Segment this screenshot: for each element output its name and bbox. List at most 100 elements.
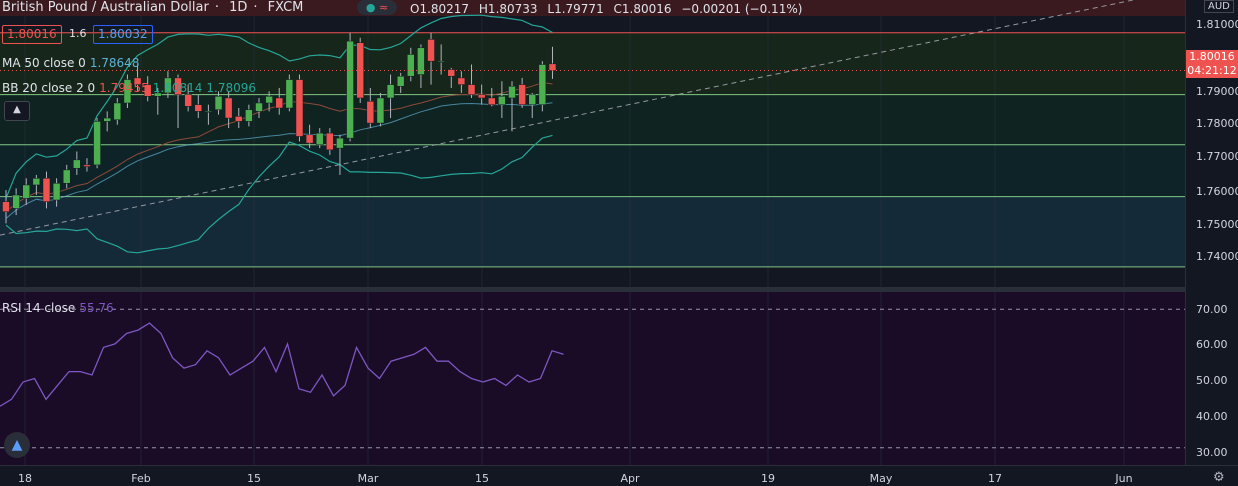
candle-body [386,84,395,99]
candle-body [346,40,354,139]
candle-body [204,111,213,113]
candle-body [326,132,334,151]
price-tick: 1.78000 [1196,117,1238,130]
bb-upper-band [5,14,553,199]
interval-label[interactable]: 1D [229,0,248,15]
low-value: L1.79771 [547,2,604,16]
candle-body [143,84,152,97]
candle-body [417,47,425,75]
candle-body [498,96,506,105]
price-tick: 1.74000 [1196,250,1238,263]
candle-body [83,164,91,167]
rsi-line [0,322,564,407]
candle-body [154,92,162,97]
visibility-toggle-button[interactable]: ● ≈ [357,0,397,15]
candle-body [174,77,182,95]
exchange-label: FXCM [267,0,304,15]
price-zone [0,144,1185,197]
candle-body [457,77,466,85]
symbol-header[interactable]: British Pound / Australian Dollar · 1D · F… [2,0,304,15]
candle-body [265,96,273,104]
time-tick: May [869,472,893,485]
bb-lower-band [5,134,553,254]
candle-body [488,97,496,105]
currency-label[interactable]: AUD [1204,0,1234,13]
candle-body [32,178,41,186]
candle-body [224,97,233,119]
eye-dot-icon: ● [365,1,376,14]
candle-body [315,132,324,146]
current-price-label: 1.80016 04:21:12 [1186,50,1238,78]
close-value: C1.80016 [613,2,672,16]
price-zone [0,196,1185,267]
candle-body [427,39,435,62]
open-value: O1.80217 [410,2,470,16]
collapse-legend-button[interactable]: ▲ [4,101,30,121]
high-value: H1.80733 [478,2,538,16]
time-tick: 19 [761,472,775,485]
price-tick: 1.76000 [1196,185,1238,198]
candle-body [214,96,223,110]
rsi-pane-bg [0,292,1185,465]
bb-upper-value: 1.80814 [152,81,203,95]
candle-body [548,63,557,71]
candle-body [528,94,536,105]
candle-body [285,79,294,109]
bb-lower-value: 1.78096 [206,81,257,95]
symbol-title[interactable]: British Pound / Australian Dollar [2,0,209,15]
candle-body [42,178,51,202]
time-tick: Apr [620,472,640,485]
waves-icon: ≈ [378,1,389,14]
bb-label: BB 20 close 2 0 [2,81,96,95]
candle-body [477,94,486,99]
bb-basis-value: 1.79455 [99,81,149,95]
header-bg [0,0,1185,16]
chevron-up-icon: ▲ [13,104,21,115]
price-tick: 1.77000 [1196,150,1238,163]
candle-body [194,104,203,112]
candle-body [184,94,192,107]
current-price: 1.80016 [1189,50,1235,63]
ma-legend[interactable]: MA 50 close 0 1.78648 [2,55,139,71]
candle-body [366,101,375,124]
tradingview-logo-icon[interactable]: ▲ [4,432,30,458]
time-tick: 17 [988,472,1002,485]
candle-body [447,69,456,77]
bb-legend[interactable]: BB 20 close 2 0 1.79455 1.80814 1.78096 [2,80,256,96]
settings-gear-icon[interactable]: ⚙ [1213,470,1225,485]
price-tick: 1.75000 [1196,218,1238,231]
rsi-tick: 50.00 [1196,374,1228,387]
buy-button[interactable]: 1.80032 [93,25,153,44]
candle-body [123,79,132,104]
candle-body [62,169,71,184]
candle-body [305,134,314,144]
candle-body [245,109,253,122]
rsi-tick: 40.00 [1196,410,1228,423]
time-tick: 18 [18,472,32,485]
ohlc-values: O1.80217 H1.80733 L1.79771 C1.80016 −0.0… [410,1,808,17]
candle-body [235,116,243,122]
candle-body [133,77,142,85]
candle-body [467,84,476,95]
candle-body [437,60,445,63]
candle-body [52,183,61,201]
trend-line [0,0,1136,236]
rsi-legend[interactable]: RSI 14 close 55.76 [2,300,114,316]
candle-body [407,54,415,77]
price-zone [0,32,1185,95]
time-tick: 15 [475,472,489,485]
candle-body [103,117,111,122]
candle-body [73,159,81,169]
sell-button[interactable]: 1.80016 [2,25,62,44]
time-tick: Mar [357,472,379,485]
spread-value: 1.6 [69,27,87,40]
change-value: −0.00201 (−0.11%) [681,2,803,16]
time-axis[interactable] [0,465,1238,486]
ma-value: 1.78648 [89,56,140,70]
candle-body [2,201,10,212]
candle-body [336,137,344,149]
candle-body [538,64,547,105]
ma-label: MA 50 close 0 [2,56,86,70]
